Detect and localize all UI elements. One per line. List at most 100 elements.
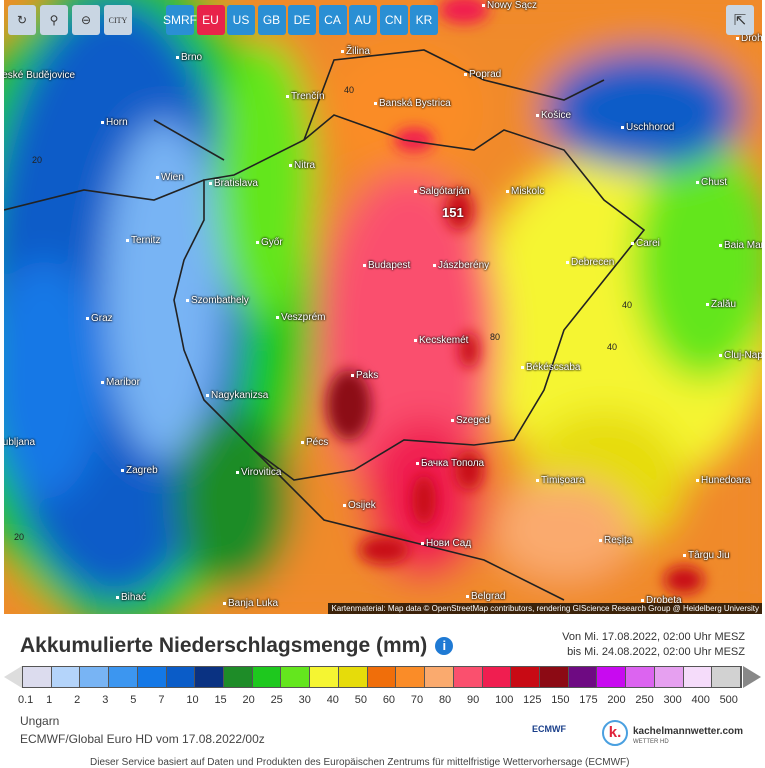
city-label: Kecskemét — [414, 335, 468, 346]
zoom-out-button[interactable]: ⊖ — [72, 5, 100, 35]
tick-label: 125 — [523, 694, 542, 706]
city-label: Nitra — [289, 160, 315, 171]
city-label: Nagykanizsa — [206, 390, 268, 401]
city-label: Pécs — [301, 437, 328, 448]
city-label: Drobeta — [641, 595, 682, 606]
city-label: Virovitica — [236, 467, 281, 478]
color-swatch — [683, 667, 713, 687]
color-swatch — [396, 667, 426, 687]
isoline-label: 80 — [490, 332, 501, 342]
info-icon[interactable]: i — [435, 637, 454, 655]
city-label: Carei — [631, 238, 660, 249]
region-label: Ungarn — [20, 714, 60, 728]
city-label: Chust — [696, 177, 727, 188]
city-label: Bihać — [116, 592, 146, 603]
city-label: Belgrad — [466, 591, 505, 602]
legend-under-arrow — [4, 666, 22, 688]
color-scale — [22, 666, 742, 688]
color-swatch — [310, 667, 339, 687]
city-label: Нови Сад — [421, 538, 471, 549]
region-tab-au[interactable]: AU — [349, 5, 377, 35]
city-label: Békéscsaba — [521, 362, 580, 373]
city-label: Reșița — [599, 535, 632, 546]
city-label: Zagreb — [121, 465, 158, 476]
kachelmann-logo-icon: k. — [602, 720, 628, 746]
city-label: Бачка Топола — [416, 458, 484, 469]
tick-label: 175 — [579, 694, 598, 706]
city-label: Cluj-Napoca — [719, 350, 762, 361]
share-button[interactable]: ⇱ — [726, 5, 754, 35]
tick-label: 7 — [158, 694, 165, 706]
color-swatch — [367, 667, 397, 687]
city-label: Košice — [536, 110, 571, 121]
legend-title: Akkumulierte Niederschlagsmenge (mm) i — [20, 634, 454, 658]
tick-label: 80 — [438, 694, 452, 706]
region-tab-us[interactable]: US — [227, 5, 255, 35]
isoline-label: 20 — [32, 155, 43, 165]
tick-label: 300 — [663, 694, 682, 706]
city-toggle-button[interactable]: CITY — [104, 5, 132, 35]
color-swatch — [511, 667, 540, 687]
period-to: bis Mi. 24.08.2022, 02:00 Uhr MESZ — [567, 646, 745, 658]
region-tab-de[interactable]: DE — [288, 5, 316, 35]
refresh-button[interactable]: ↻ — [8, 5, 36, 35]
tick-label: 1 — [46, 694, 53, 706]
city-label: Miskolc — [506, 186, 544, 197]
city-label: Drohobych — [736, 33, 762, 44]
region-tab-kr[interactable]: KR — [410, 5, 438, 35]
refresh-icon: ↻ — [16, 13, 28, 27]
model-label: ECMWF/Global Euro HD vom 17.08.2022/00z — [20, 732, 265, 746]
isoline-label: 40 — [344, 85, 355, 95]
city-toggle-icon: CITY — [108, 15, 128, 25]
city-label: Baia Mare — [719, 240, 762, 251]
tick-label: 60 — [382, 694, 396, 706]
brand-subtitle: WETTER HD — [633, 739, 669, 745]
isoline-label: 40 — [622, 300, 633, 310]
tick-label: 25 — [270, 694, 283, 706]
color-swatch — [425, 667, 454, 687]
region-tab-gb[interactable]: GB — [257, 5, 286, 35]
color-swatch — [338, 667, 368, 687]
color-swatch — [712, 667, 741, 687]
city-label: Salgótarján — [414, 186, 470, 197]
tick-label: 400 — [691, 694, 710, 706]
region-tab-smrf[interactable]: SMRF — [163, 5, 197, 35]
location-button[interactable]: ⚲ — [40, 5, 68, 35]
tick-label: 30 — [298, 694, 311, 706]
tick-label: 10 — [186, 694, 199, 706]
color-swatch — [597, 667, 627, 687]
city-label: Banja Luka — [223, 598, 278, 609]
city-label: Trenčín — [286, 91, 325, 102]
tick-label: 50 — [354, 694, 367, 706]
tick-label: 100 — [495, 694, 514, 706]
precipitation-map[interactable]: Nowy Sącz Drohobych Brno Žilina Poprad České … — [4, 0, 762, 614]
tick-label: 2 — [74, 694, 81, 706]
region-tab-ca[interactable]: CA — [318, 5, 347, 35]
tick-label: 200 — [607, 694, 626, 706]
city-label: Hunedoara — [696, 475, 750, 486]
color-swatch — [654, 667, 684, 687]
brand-name[interactable]: kachelmannwetter.com — [633, 726, 744, 737]
share-icon: ⇱ — [733, 12, 747, 29]
color-swatch — [51, 667, 81, 687]
color-swatch — [166, 667, 196, 687]
city-label: Târgu Jiu — [683, 550, 730, 561]
color-swatch — [539, 667, 569, 687]
map-attribution: Kartenmaterial: Map data © OpenStreetMap… — [328, 603, 762, 614]
color-swatch — [195, 667, 225, 687]
color-swatch — [23, 667, 52, 687]
city-label: Győr — [256, 237, 283, 248]
map-field — [4, 0, 762, 614]
color-swatch — [281, 667, 311, 687]
city-label: Budapest — [363, 260, 410, 271]
city-label: Jászberény — [433, 260, 489, 271]
isoline-label: 20 — [14, 532, 25, 542]
tick-label: 70 — [410, 694, 424, 706]
region-tab-eu[interactable]: EU — [196, 5, 225, 35]
max-value-label: 151 — [442, 205, 464, 220]
region-tab-cn[interactable]: CN — [379, 5, 408, 35]
city-label: Žilina — [341, 46, 370, 57]
city-label: Zalău — [706, 299, 736, 310]
city-label: Wien — [156, 172, 184, 183]
city-label: Maribor — [101, 377, 140, 388]
